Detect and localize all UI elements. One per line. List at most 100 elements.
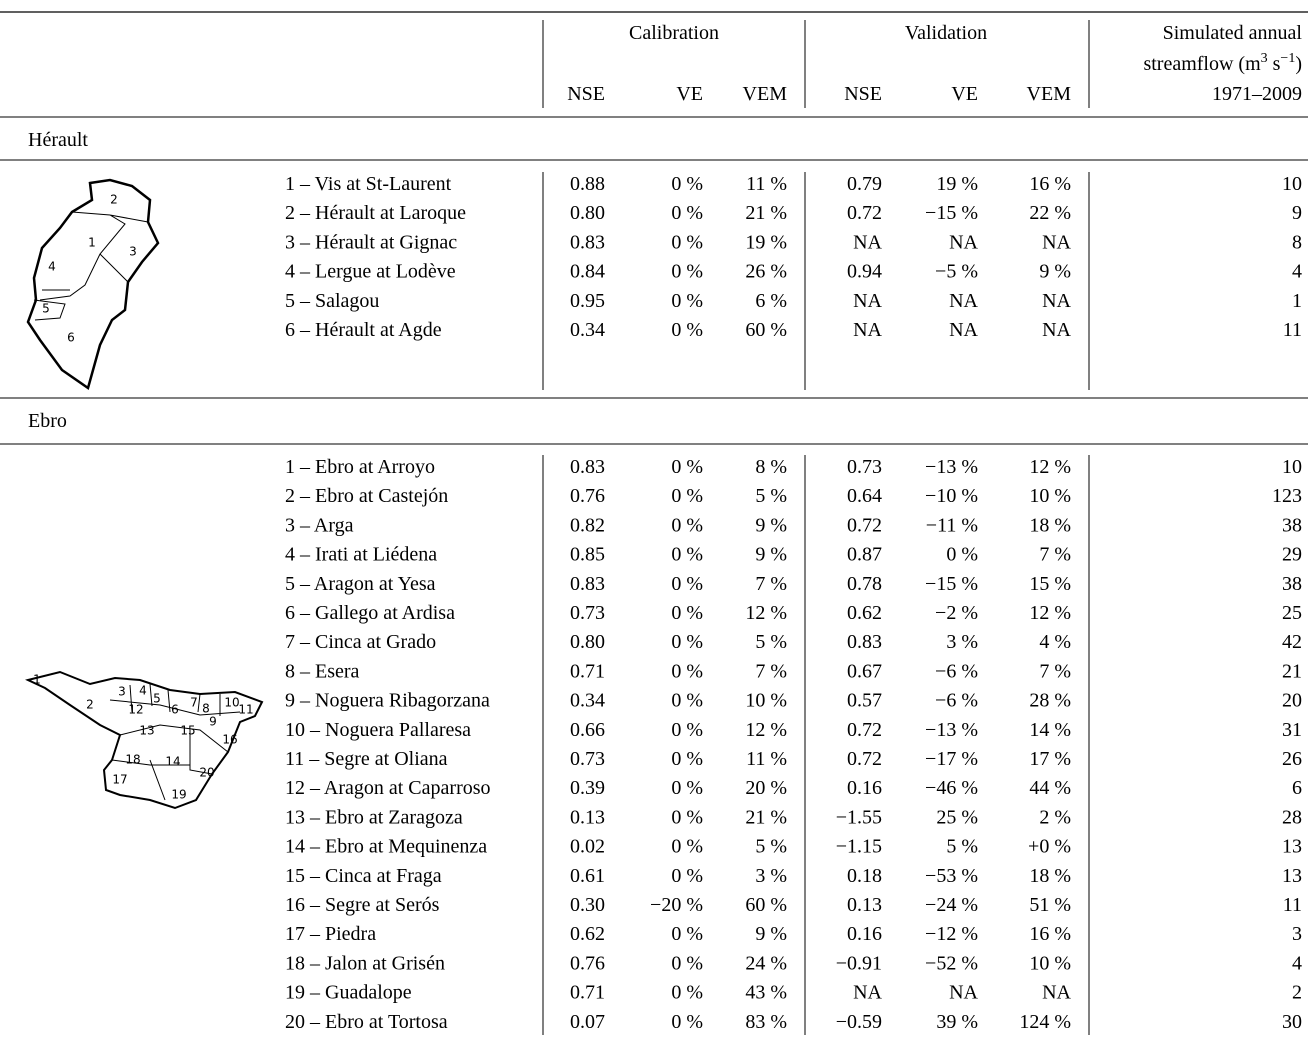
table-cell: 10 %	[745, 690, 787, 712]
table-cell: 12 %	[745, 602, 787, 624]
table-cell: 0.83	[570, 573, 605, 595]
table-cell: 0.66	[570, 719, 605, 741]
table-cell: 0.73	[570, 602, 605, 624]
table-cell: 123	[1272, 485, 1302, 507]
station-name: 12 – Aragon at Caparroso	[285, 777, 491, 799]
table-cell: 0.16	[847, 923, 882, 945]
table-cell: 22 %	[1029, 202, 1071, 224]
table-cell: 0 %	[671, 602, 703, 624]
table-cell: 17 %	[1029, 748, 1071, 770]
table-cell: 0.83	[570, 231, 605, 253]
table-cell: NA	[949, 231, 978, 253]
table-cell: 38	[1282, 573, 1302, 595]
table-cell: 11	[1283, 319, 1302, 341]
table-cell: 3	[1292, 923, 1302, 945]
table-cell: 0.94	[847, 261, 882, 283]
table-cell: −10 %	[925, 485, 978, 507]
table-cell: 3 %	[946, 631, 978, 653]
map-label: 2	[110, 193, 118, 207]
table-cell: NA	[1042, 231, 1071, 253]
table-cell: 0.76	[570, 952, 605, 974]
map-label: 4	[48, 260, 56, 274]
table-cell: 21 %	[745, 202, 787, 224]
map-label: 16	[222, 733, 237, 747]
table-cell: 0 %	[671, 290, 703, 312]
group-header: Validation	[905, 22, 987, 44]
table-cell: 124 %	[1019, 1011, 1071, 1033]
station-name: 5 – Salagou	[285, 290, 379, 312]
table-cell: 42	[1282, 631, 1302, 653]
table-cell: 10 %	[1029, 952, 1071, 974]
table-cell: 0 %	[671, 231, 703, 253]
table-cell: 7 %	[1039, 544, 1071, 566]
table-cell: −6 %	[935, 690, 978, 712]
map-label: 18	[125, 753, 140, 767]
table-cell: 0 %	[946, 544, 978, 566]
table-cell: 0.02	[570, 836, 605, 858]
table-cell: 11 %	[746, 748, 787, 770]
table-cell: NA	[853, 319, 882, 341]
table-cell: 28	[1282, 806, 1302, 828]
table-cell: 0.79	[847, 173, 882, 195]
group-header: Calibration	[629, 22, 719, 44]
map-label: 6	[67, 331, 75, 345]
table-cell: 10 %	[1029, 485, 1071, 507]
table-cell: −1.15	[836, 836, 882, 858]
herault-map: 1 2 3 4 5 6	[26, 178, 160, 391]
table-cell: 51 %	[1029, 894, 1071, 916]
metric-header: VE	[676, 83, 703, 105]
table-cell: 26	[1282, 748, 1302, 770]
table-cell: 18 %	[1029, 865, 1071, 887]
table-cell: −15 %	[925, 202, 978, 224]
table-cell: 0 %	[671, 514, 703, 536]
table-cell: NA	[1042, 982, 1071, 1004]
table-cell: 0.80	[570, 202, 605, 224]
table-cell: 0 %	[671, 952, 703, 974]
map-label: 14	[165, 755, 180, 769]
table-cell: 5 %	[755, 485, 787, 507]
station-name: 10 – Noguera Pallaresa	[285, 719, 471, 741]
header-part: s	[1268, 53, 1281, 75]
table-cell: −1.55	[836, 806, 882, 828]
station-name: 13 – Ebro at Zaragoza	[285, 806, 463, 828]
table-cell: NA	[949, 319, 978, 341]
table-cell: −5 %	[935, 261, 978, 283]
map-label: 9	[209, 715, 217, 729]
table-cell: 44 %	[1029, 777, 1071, 799]
table-cell: 13	[1282, 836, 1302, 858]
table-cell: 25 %	[936, 806, 978, 828]
table-cell: 0 %	[671, 319, 703, 341]
table-cell: 6	[1292, 777, 1302, 799]
table-cell: 28 %	[1029, 690, 1071, 712]
table-cell: 11	[1283, 894, 1302, 916]
map-label: 10	[224, 696, 239, 710]
table-cell: 83 %	[745, 1011, 787, 1033]
metric-header: VEM	[743, 83, 788, 105]
table-cell: 0.83	[570, 456, 605, 478]
station-name: 2 – Hérault at Laroque	[285, 202, 466, 224]
table-cell: 5 %	[755, 631, 787, 653]
table-cell: 0.16	[847, 777, 882, 799]
table-cell: 38	[1282, 514, 1302, 536]
station-name: 6 – Gallego at Ardisa	[285, 602, 455, 624]
table-cell: 12 %	[745, 719, 787, 741]
table-cell: 0.73	[570, 748, 605, 770]
station-name: 14 – Ebro at Mequinenza	[285, 836, 487, 858]
station-name: 8 – Esera	[285, 660, 360, 682]
table-cell: NA	[1042, 290, 1071, 312]
table-cell: 0 %	[671, 456, 703, 478]
table-cell: 11 %	[746, 173, 787, 195]
table-cell: 2 %	[1039, 806, 1071, 828]
station-name: 16 – Segre at Serós	[285, 894, 440, 916]
table-cell: 0 %	[671, 485, 703, 507]
table-cell: 21	[1282, 660, 1302, 682]
table-cell: 12 %	[1029, 456, 1071, 478]
metric-header: NSE	[844, 83, 882, 105]
table-cell: 0.73	[847, 456, 882, 478]
table-cell: 25	[1282, 602, 1302, 624]
table-cell: NA	[853, 290, 882, 312]
map-label: 12	[128, 703, 143, 717]
table-cell: 0.67	[847, 660, 882, 682]
map-label: 7	[190, 696, 198, 710]
table-cell: 0.07	[570, 1011, 605, 1033]
